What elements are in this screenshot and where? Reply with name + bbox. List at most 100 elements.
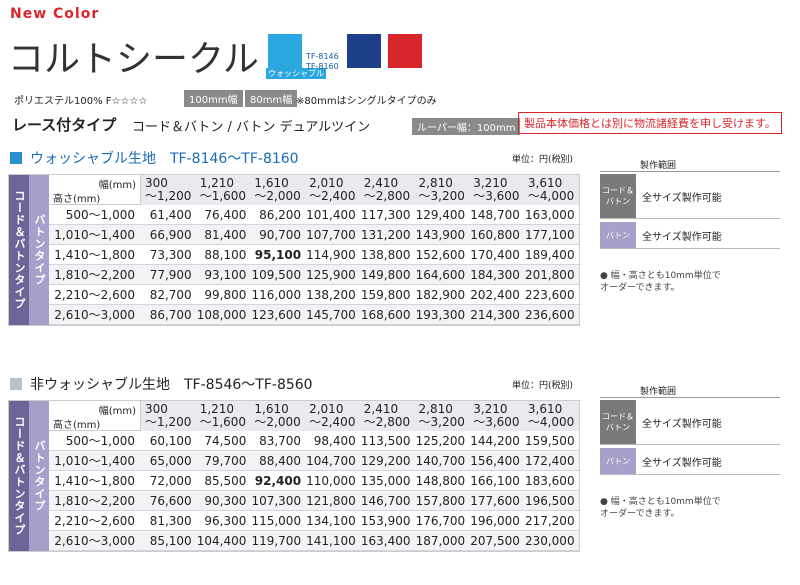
price-cell: 166,100	[470, 474, 520, 488]
price-cell: 131,200	[360, 228, 411, 242]
col-from: 2,810	[418, 176, 453, 190]
price-cell: 98,400	[313, 434, 356, 448]
corner-height: 高さ(mm)	[53, 420, 101, 431]
price-cell: 81,300	[149, 514, 192, 528]
price-table: コード＆バトンタイプ バトンタイプ 幅(mm) 高さ(mm) 300 〜1,200 1,21…	[8, 400, 580, 552]
side-inner: バトンタイプ	[29, 175, 49, 325]
col-from: 300	[145, 176, 168, 190]
price-cell: 134,100	[306, 514, 356, 528]
range-note: ● 幅・高さとも10mm単位で オーダーできます。	[600, 271, 721, 293]
price-cell: 163,000	[524, 208, 575, 222]
row-stripe	[49, 245, 579, 265]
range-row	[600, 174, 780, 219]
subtitle: レース付タイプ	[12, 116, 117, 134]
col-from: 3,210	[473, 402, 508, 416]
col-to: 〜3,600	[473, 189, 520, 203]
corner: 幅(mm) 高さ(mm)	[49, 401, 141, 431]
heading-square	[10, 152, 22, 164]
price-cell: 114,900	[306, 248, 356, 262]
price-cell: 141,100	[306, 534, 356, 548]
row-stripe	[49, 431, 579, 451]
price-cell: 193,300	[415, 308, 466, 322]
formaldehyde: F☆☆☆☆	[105, 96, 148, 107]
price-cell: 148,700	[470, 208, 520, 222]
price-cell: 170,400	[470, 248, 520, 262]
price-cell: 135,000	[360, 474, 411, 488]
price-section: ウォッシャブル生地 TF-8146〜TF-8160 単位：円(税別) コード＆バトン…	[0, 148, 800, 358]
price-cell: 207,500	[470, 534, 520, 548]
blackout-label: 遮光	[356, 69, 375, 79]
section-heading: 非ウォッシャブル生地 TF-8546〜TF-8560	[30, 377, 313, 393]
louver-tag: ルーパー幅：100mm	[412, 118, 521, 135]
height-label: 2,210～2,600	[54, 288, 135, 302]
range-title: 製作範囲	[640, 161, 677, 171]
column-header: 2,010 〜2,400	[305, 403, 360, 431]
price-cell: 88,400	[259, 454, 302, 468]
price-cell: 177,100	[524, 228, 575, 242]
price-cell: 160,800	[470, 228, 520, 242]
unit: 単位：円(税別)	[512, 155, 574, 165]
price-cell: 88,100	[204, 248, 247, 262]
price-cell: 113,500	[360, 434, 411, 448]
price-cell: 177,600	[470, 494, 520, 508]
column-header: 1,610 〜2,000	[250, 177, 305, 205]
price-cell: 184,300	[470, 268, 520, 282]
price-cell: 117,300	[360, 208, 411, 222]
unit: 単位：円(税別)	[512, 381, 574, 391]
price-cell: 144,200	[470, 434, 520, 448]
price-cell: 65,000	[149, 454, 192, 468]
washable-label: ウォッシャブル	[266, 68, 326, 79]
col-to: 〜1,200	[145, 189, 192, 203]
price-cell: 156,400	[470, 454, 520, 468]
washable-icon	[268, 34, 302, 68]
price-cell: 109,500	[251, 268, 302, 282]
col-from: 3,610	[527, 176, 563, 190]
col-from: 2,810	[418, 402, 453, 416]
price-cell: 96,300	[204, 514, 247, 528]
price-cell: 129,200	[360, 454, 411, 468]
corner-width: 幅(mm)	[98, 180, 136, 191]
height-label: 2,610～3,000	[54, 308, 135, 322]
height-label: 1,410～1,800	[54, 474, 135, 488]
price-cell: 76,600	[149, 494, 192, 508]
row-stripe	[49, 451, 579, 471]
price-cell: 82,700	[149, 288, 192, 302]
side-outer: コード＆バトンタイプ	[9, 401, 29, 551]
range-label: バトン	[600, 448, 636, 474]
col-to: 〜1,200	[145, 415, 192, 429]
range-text: 全サイズ製作可能	[642, 232, 722, 243]
width-note: ※80mmはシングルタイプのみ	[296, 96, 437, 107]
material-text: ポリエステル100%	[14, 96, 103, 107]
col-from: 1,210	[199, 402, 235, 416]
range-panel: 製作範囲 コード＆バトン 全サイズ製作可能 バトン 全サイズ製作可能 ● 幅・高さとも10…	[600, 158, 782, 328]
price-table: コード＆バトンタイプ バトンタイプ 幅(mm) 高さ(mm) 300 〜1,200 1,21…	[8, 174, 580, 326]
col-to: 〜2,000	[254, 189, 301, 203]
height-label: 500～1,000	[65, 434, 135, 448]
row-stripe	[49, 285, 579, 305]
price-cell: 140,700	[415, 454, 466, 468]
code-b: TF-8160	[306, 62, 339, 71]
corner-width: 幅(mm)	[98, 406, 136, 417]
price-cell: 60,100	[149, 434, 192, 448]
price-cell: 157,800	[415, 494, 466, 508]
side-inner: バトンタイプ	[29, 401, 49, 551]
range-rule	[600, 397, 780, 398]
col-to: 〜4,000	[527, 189, 575, 203]
price-cell: 107,700	[306, 228, 356, 242]
col-from: 2,010	[309, 176, 344, 190]
height-label: 1,810～2,200	[54, 494, 135, 508]
price-cell: 176,700	[415, 514, 466, 528]
price-cell: 159,500	[524, 434, 575, 448]
range-label: コード＆バトン	[600, 400, 636, 444]
price-cell: 149,800	[360, 268, 411, 282]
range-text: 全サイズ製作可能	[642, 458, 722, 469]
range-text: 全サイズ製作可能	[642, 419, 722, 430]
column-header: 1,210 〜1,600	[196, 403, 251, 431]
price-cell: 189,400	[524, 248, 575, 262]
col-from: 1,210	[199, 176, 235, 190]
notice: 製品本体価格とは別に物流諸経費を申し受けます。	[518, 112, 782, 134]
heading-square	[10, 378, 22, 390]
new-color: New Color	[10, 6, 100, 22]
price-cell: 86,200	[259, 208, 302, 222]
price-cell: 236,600	[524, 308, 575, 322]
